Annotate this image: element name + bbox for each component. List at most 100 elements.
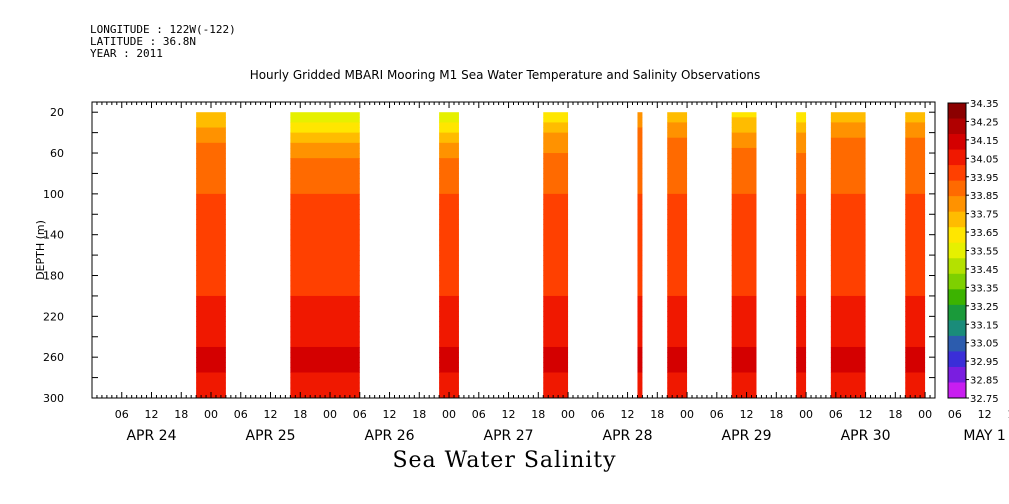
data-cell [543,142,569,149]
data-cell [290,198,360,205]
data-cell [196,311,226,317]
data-cell [667,127,688,134]
year-label: YEAR : 2011 [90,47,163,60]
x-day-label: APR 30 [841,428,891,444]
data-cell [543,234,569,241]
data-cell [667,239,688,246]
data-cell [543,229,569,236]
data-cell [796,341,807,348]
data-cell [637,147,643,154]
data-cell [637,362,643,368]
data-cell [637,234,643,241]
data-cell [196,290,226,297]
data-cell [439,301,459,307]
data-cell [830,275,866,282]
data-cell [290,239,360,246]
data-cell [543,204,569,210]
data-cell [830,352,866,358]
data-cell [830,285,866,292]
data-cell [290,387,360,394]
data-cell [196,326,226,333]
data-cell [830,250,866,256]
data-cell [731,153,757,159]
data-cell [667,229,688,236]
y-tick-label: 140 [43,229,64,242]
data-cell [439,367,459,373]
y-tick-label: 260 [43,351,64,364]
data-cell [439,377,459,384]
data-cell [796,357,807,363]
data-cell [543,250,569,256]
data-cell [290,234,360,241]
data-cell [196,204,226,210]
data-cell [543,188,569,195]
data-cell [731,117,757,123]
colorbar-label: 33.05 [970,339,999,350]
y-tick-label: 180 [43,270,64,283]
data-cell [637,392,643,399]
data-cell [196,173,226,180]
data-cell [543,193,569,200]
data-cell [796,198,807,205]
data-cell [905,209,926,215]
data-cell [637,311,643,317]
data-cell [637,209,643,215]
data-cell [543,357,569,363]
y-tick-label: 300 [43,392,64,405]
x-day-label: APR 25 [246,428,296,444]
data-cell [290,122,360,129]
data-cell [796,229,807,236]
x-hour-tick-label: 00 [442,408,456,421]
colorbar-swatch [948,335,966,352]
data-cell [543,326,569,333]
data-cell [731,336,757,343]
x-day-label: MAY 1 [963,428,1005,444]
data-cell [439,255,459,261]
data-cell [196,234,226,241]
data-cell [830,239,866,246]
data-cell [731,301,757,307]
x-hour-tick-label: 12 [978,408,992,421]
data-cell [196,352,226,358]
data-cell [637,352,643,358]
data-cell [543,132,569,139]
data-cell [796,367,807,373]
data-cell [905,270,926,277]
data-cell [667,153,688,159]
data-cell [796,290,807,297]
data-cell [667,285,688,292]
data-cell [637,301,643,307]
data-cell [637,255,643,261]
data-cell [543,377,569,384]
data-cell [439,295,459,302]
data-cell [196,219,226,225]
data-cell [637,321,643,328]
data-cell [637,117,643,123]
data-cell [830,147,866,154]
data-cell [439,250,459,256]
x-hour-tick-label: 00 [204,408,218,421]
data-cell [731,173,757,180]
variable-title: Sea Water Salinity [392,448,617,473]
data-cell [731,377,757,384]
x-hour-tick-label: 00 [918,408,932,421]
data-cell [796,219,807,225]
data-cell [731,122,757,129]
data-cell [905,306,926,312]
data-cell [196,265,226,271]
data-cell [543,331,569,338]
data-cell [796,275,807,282]
data-cell [731,362,757,368]
data-cell [731,341,757,348]
colorbar-label: 32.85 [970,376,999,387]
x-hour-tick-label: 12 [859,408,873,421]
colorbar-label: 34.35 [970,99,999,110]
x-hour-tick-label: 12 [621,408,635,421]
data-cell [543,321,569,328]
data-segment [830,112,866,399]
x-hour-tick-label: 18 [650,408,664,421]
axes: 06 12 18 00 06 12 18 00 06 12 18 00 06 12 18 00 06 12 18 00… [34,101,1009,444]
data-cell [196,285,226,292]
data-cell [667,142,688,149]
data-cell [543,147,569,154]
